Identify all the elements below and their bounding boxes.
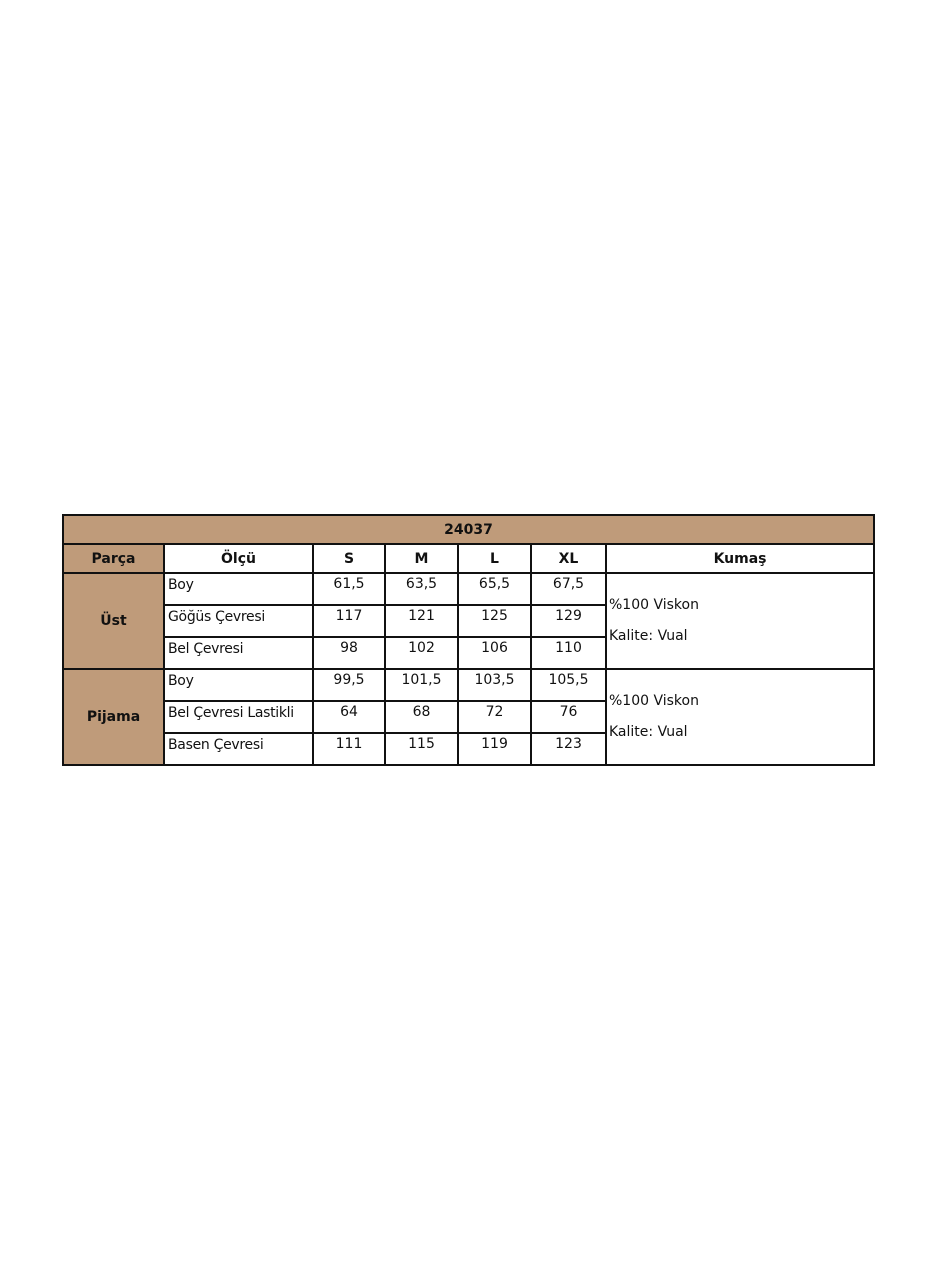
size-value: 72 [457,700,532,734]
table-row: Bel Çevresi Lastikli 64 68 72 76 [63,700,874,734]
measure-label: Basen Çevresi [163,732,314,766]
header-fabric: Kumaş [604,543,876,574]
header-measure: Ölçü [163,543,314,574]
size-chart-table: 24037 Parça Ölçü S M L XL Kumaş Üst Boy 61… [61,514,876,766]
measure-label: Boy [163,572,314,606]
size-value: 61,5 [312,572,386,606]
size-value: 106 [457,636,532,670]
title-row: 24037 [61,514,876,545]
size-value: 76 [530,700,607,734]
size-value: 67,5 [530,572,607,606]
header-row: Parça Ölçü S M L XL Kumaş [62,543,876,574]
size-value: 115 [384,732,459,766]
fabric-cell: %100 Viskon Kalite: Vual [604,668,876,766]
table-row: Bel Çevresi 98 102 106 110 [63,636,874,670]
table-row: Göğüs Çevresi 117 121 125 129 [63,604,874,638]
size-value: 103,5 [457,668,532,702]
size-value: 101,5 [384,668,459,702]
part-label: Pijama [62,668,165,766]
size-value: 63,5 [384,572,459,606]
header-part: Parça [62,543,165,574]
header-size-l: L [457,543,532,574]
part-label: Üst [62,572,165,670]
size-value: 68 [384,700,459,734]
size-value: 65,5 [457,572,532,606]
fabric-cell: %100 Viskon Kalite: Vual [604,572,876,670]
table-row: Pijama Boy 99,5 101,5 103,5 105,5 %100 Viskon K… [62,668,876,766]
size-value: 121 [384,604,459,638]
header-size-xl: XL [530,543,607,574]
fabric-quality: Kalite: Vual [609,724,688,740]
measure-label: Bel Çevresi Lastikli [163,700,314,734]
table-row: Üst Boy 61,5 63,5 65,5 67,5 %100 Viskon Kalite:… [62,572,876,670]
size-value: 125 [457,604,532,638]
size-value: 102 [384,636,459,670]
measure-label: Göğüs Çevresi [163,604,314,638]
size-value: 129 [530,604,607,638]
header-size-s: S [312,543,386,574]
size-value: 98 [312,636,386,670]
measure-label: Bel Çevresi [163,636,314,670]
fabric-composition: %100 Viskon [609,597,699,613]
size-value: 99,5 [312,668,386,702]
size-value: 110 [530,636,607,670]
fabric-composition: %100 Viskon [609,693,699,709]
fabric-quality: Kalite: Vual [609,628,688,644]
size-value: 111 [312,732,386,766]
size-value: 105,5 [530,668,607,702]
table-row: Basen Çevresi 111 115 119 123 [63,732,874,766]
size-value: 119 [457,732,532,766]
size-value: 123 [530,732,607,766]
header-size-m: M [384,543,459,574]
size-value: 64 [312,700,386,734]
size-value: 117 [312,604,386,638]
measure-label: Boy [163,668,314,702]
product-code: 24037 [61,514,876,545]
